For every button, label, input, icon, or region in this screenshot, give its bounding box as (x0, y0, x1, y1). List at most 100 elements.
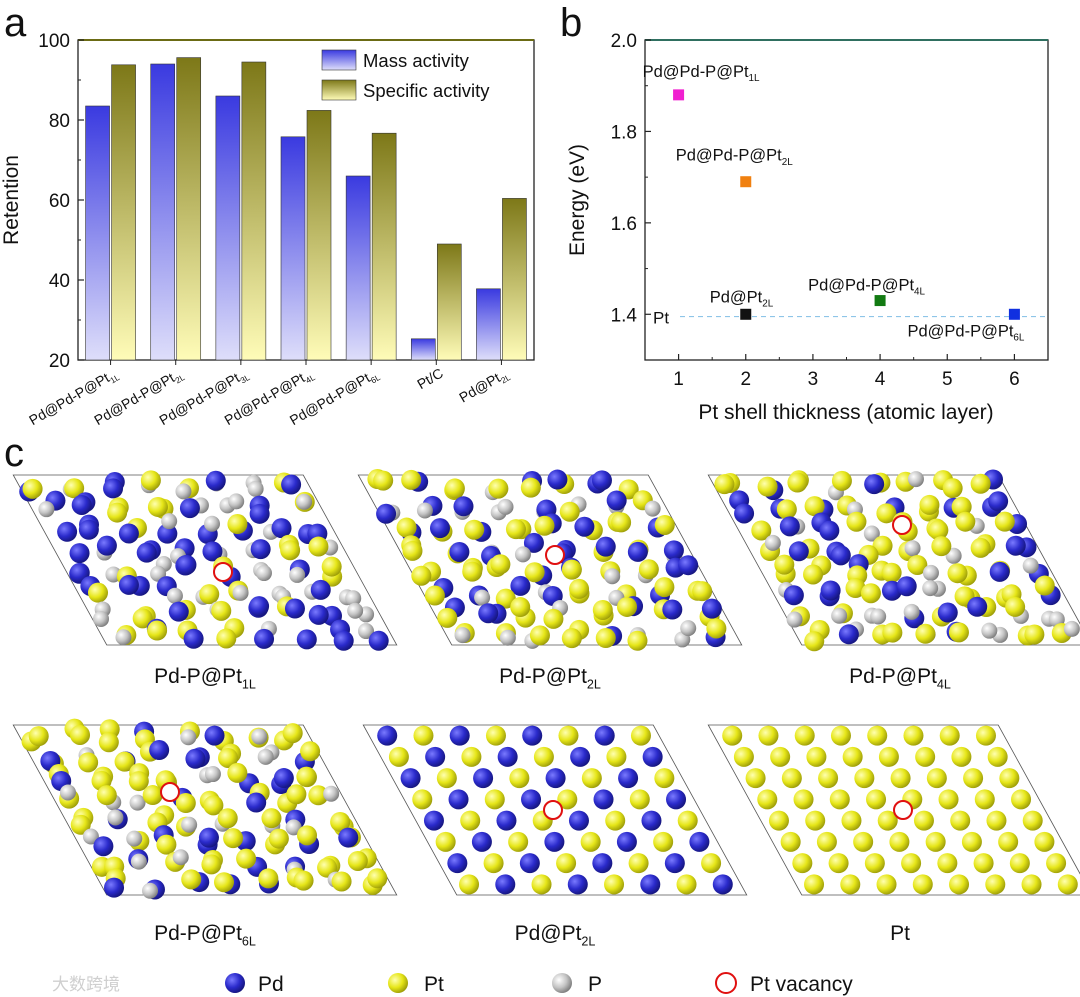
pt-atom (1057, 874, 1078, 895)
pt-atom (770, 746, 791, 767)
p-atom (161, 513, 178, 530)
data-point-label: Pd@Pd-P@Pt4L (808, 277, 925, 298)
pt-atom (308, 536, 329, 557)
pt-atom (915, 746, 936, 767)
bar-specific-activity (306, 110, 332, 361)
pt-atom (508, 831, 529, 852)
pt-atom (913, 810, 934, 831)
structure-label: Pd-P@Pt2L (499, 665, 601, 691)
pt-atom (581, 768, 602, 789)
pt-atom (781, 768, 802, 789)
pd-atom (473, 768, 494, 789)
pt-atom (804, 874, 825, 895)
structure-label: Pd-P@Pt4L (849, 665, 951, 691)
pt-atom (787, 472, 808, 493)
p-atom (870, 608, 887, 625)
pt-atom (986, 810, 1007, 831)
p-atom (644, 500, 661, 517)
data-point (874, 295, 886, 307)
pt-atom (758, 725, 779, 746)
pt-vacancy-marker (893, 800, 913, 820)
pt-atom (928, 520, 949, 541)
pt-atom (890, 768, 911, 789)
pt-atom (107, 502, 128, 523)
pt-atom (937, 853, 958, 874)
pt-atom (919, 494, 940, 515)
p-atom (129, 794, 146, 811)
pt-atom (436, 768, 457, 789)
pt-atom (628, 853, 649, 874)
bar-mass-activity (280, 136, 306, 361)
pt-vacancy-marker (213, 562, 233, 582)
pd-atom (545, 768, 566, 789)
p-atom (1063, 620, 1080, 637)
p-atom (175, 483, 192, 500)
pt-atom (654, 577, 675, 598)
pt-atom (792, 853, 813, 874)
pt-vacancy-marker (892, 515, 912, 535)
pt-vacancy-marker (160, 782, 180, 802)
bar-specific-activity (502, 198, 527, 361)
structure-label-subscript: 2L (581, 934, 595, 948)
pt-atom (876, 503, 897, 524)
pt-atom (853, 831, 874, 852)
pt-atom (714, 474, 735, 495)
p-atom (907, 471, 924, 488)
pt-atom (975, 725, 996, 746)
pd-atom (521, 789, 542, 810)
pd-atom (662, 599, 683, 620)
pd-atom (606, 490, 627, 511)
legend-label-mass: Mass activity (363, 50, 470, 71)
p-atom (514, 546, 531, 563)
pt-atom (780, 831, 801, 852)
pt-atom (181, 869, 202, 890)
pd-atom (701, 598, 722, 619)
pd-atom (522, 725, 543, 746)
pt-atom (757, 476, 778, 497)
pt-atom (201, 854, 222, 875)
pt-atom (776, 499, 797, 520)
p-atom (115, 629, 132, 646)
pt-atom (605, 810, 626, 831)
pd-atom (830, 545, 851, 566)
p-atom (107, 809, 124, 826)
pd-atom (496, 810, 517, 831)
pt-atom (464, 519, 485, 540)
p-atom (604, 568, 621, 585)
pd-atom (592, 853, 613, 874)
p-atom (203, 515, 220, 532)
pd-atom (988, 491, 1009, 512)
y-tick-label: 1.8 (611, 122, 637, 143)
panel-label-c: c (4, 431, 24, 475)
pt-atom (444, 478, 465, 499)
structure-2: Pd-P@Pt4L (707, 469, 1080, 691)
pt-atom (926, 768, 947, 789)
pt-atom (804, 631, 825, 652)
bar-specific-activity (176, 57, 202, 361)
pt-atom (793, 789, 814, 810)
p-atom (831, 607, 848, 624)
pt-atom (529, 625, 550, 646)
structure-label-base: Pd-P@Pt (499, 665, 587, 688)
pd-atom (447, 853, 468, 874)
p-atom (204, 766, 221, 783)
pd-atom (591, 470, 612, 491)
pt-atom (654, 514, 675, 535)
p-atom (903, 603, 920, 620)
pd-atom (627, 541, 648, 562)
pt-atom (722, 725, 743, 746)
p-atom (181, 816, 198, 833)
pt-atom (999, 768, 1020, 789)
pd-atom (168, 601, 189, 622)
pt-atom (706, 618, 727, 639)
bar-mass-activity (476, 288, 501, 361)
pt-atom (561, 559, 582, 580)
pt-atom (830, 725, 851, 746)
data-point (740, 176, 752, 188)
legend-swatch-specific (321, 79, 357, 101)
pd-atom (429, 518, 450, 539)
pt-atom (828, 853, 849, 874)
p-atom (764, 534, 781, 551)
data-point-label: Pd@Pd-P@Pt1L (643, 63, 760, 84)
